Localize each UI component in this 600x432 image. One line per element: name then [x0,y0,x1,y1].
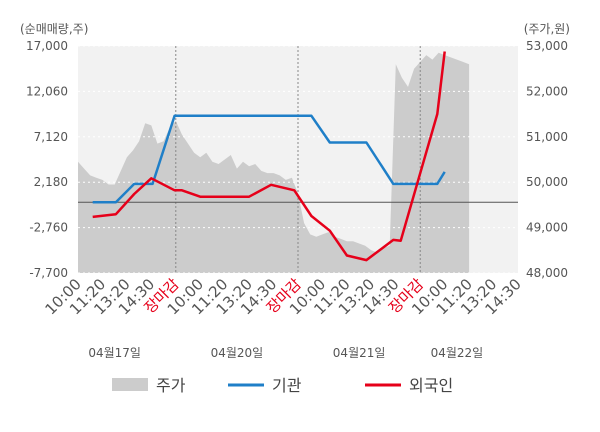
foreigner-line [92,51,446,262]
left-tick-label: 2,180 [34,175,68,189]
price-area-series [78,52,470,273]
right-axis-label: (주가,원) [524,22,570,36]
legend-swatch-price [112,378,148,391]
right-tick-label: 48,000 [526,266,568,280]
day-label: 04월22일 [431,346,484,360]
left-tick-label: 7,120 [34,130,68,144]
right-tick-label: 49,000 [526,221,568,235]
day-label: 04월21일 [333,346,386,360]
left-tick-label: 17,000 [26,39,68,53]
institution-line [92,114,446,204]
legend-label: 외국인 [409,376,453,395]
left-tick-label: 12,060 [26,84,68,98]
left-tick-label: -7,700 [29,266,68,280]
day-label: 04월17일 [88,346,141,360]
left-axis-label: (순매매량,주) [20,22,88,36]
right-tick-label: 51,000 [526,130,568,144]
right-tick-label: 52,000 [526,84,568,98]
legend-label: 기관 [272,376,302,395]
legend-label: 주가 [156,376,186,395]
right-tick-label: 53,000 [526,39,568,53]
right-tick-label: 50,000 [526,175,568,189]
left-tick-label: -2,760 [29,221,68,235]
day-label: 04월20일 [211,346,264,360]
